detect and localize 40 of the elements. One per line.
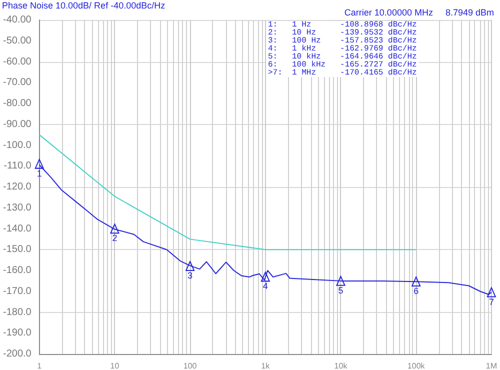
- annotation: 6: 100 kHz -165.2727 dBc/Hz: [268, 60, 418, 70]
- chart-title: Phase Noise 10.00dB/ Ref -40.00dBc/Hz: [2, 0, 166, 10]
- y-tick-label: -50.00: [2, 35, 32, 46]
- annotation: 7: [488, 296, 494, 307]
- y-tick-label: -80.00: [2, 98, 32, 109]
- annotation: >7: 1 MHz -170.4165 dBc/Hz: [268, 68, 418, 78]
- y-tick-label: -170.0: [2, 286, 32, 297]
- annotation: 2: 10 Hz -139.9532 dBc/Hz: [268, 28, 418, 38]
- x-tick-label: 100: [183, 362, 198, 370]
- y-tick-label: -120.0: [2, 182, 32, 192]
- annotation: 1: 1 Hz -108.8968 dBc/Hz: [268, 20, 418, 30]
- y-tick-label: -40.00: [2, 14, 32, 26]
- x-tick-label: 1M: [486, 362, 498, 370]
- y-tick-label: -190.0: [2, 328, 32, 339]
- annotation: 5: [338, 285, 344, 296]
- annotation: 4: [262, 281, 268, 292]
- annotation: 3: [188, 270, 193, 281]
- y-tick-label: -200.0: [2, 348, 32, 360]
- x-tick-label: 1: [37, 362, 42, 370]
- y-tick-label: -140.0: [2, 223, 32, 234]
- y-tick-label: -100.0: [2, 140, 32, 151]
- y-tick-label: -60.00: [2, 56, 32, 68]
- x-tick-label: 100k: [407, 362, 426, 370]
- annotation: 4: 1 kHz -162.9769 dBc/Hz: [268, 44, 418, 54]
- chart-subtitle: Carrier 10.00000 MHz 8.7949 dBm: [344, 8, 494, 18]
- annotation: 2: [112, 233, 118, 244]
- annotation: 3: 100 Hz -157.8523 dBc/Hz: [268, 36, 418, 46]
- y-tick-label: -180.0: [2, 306, 32, 318]
- y-tick-label: -90.00: [2, 118, 32, 130]
- x-tick-label: 10k: [334, 362, 348, 370]
- y-tick-label: -70.00: [2, 77, 32, 88]
- x-tick-label: 1k: [261, 362, 271, 370]
- x-tick-label: 10: [110, 362, 120, 370]
- annotation: 5: 10 kHz -164.9646 dBc/Hz: [268, 52, 418, 62]
- y-tick-label: -130.0: [2, 202, 32, 214]
- annotation: 6: [414, 286, 419, 296]
- y-tick-label: -150.0: [2, 244, 32, 256]
- annotation: 1: [36, 168, 42, 178]
- y-tick-label: -110.0: [4, 160, 32, 172]
- y-tick-label: -160.0: [2, 265, 32, 276]
